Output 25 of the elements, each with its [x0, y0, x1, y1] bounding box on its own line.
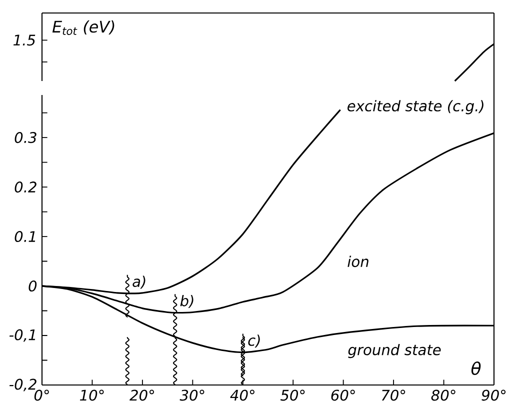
x-tick-label: 40° — [230, 390, 254, 401]
x-tick-label: 20° — [130, 390, 154, 401]
y-tick-label: 0 — [28, 280, 37, 292]
series-label: ground state — [348, 344, 441, 358]
y-tick-label: 0.3 — [14, 132, 36, 144]
y-tick-label: 0.1 — [14, 231, 36, 242]
y-tick-label: -0,1 — [9, 329, 36, 342]
series-label: excited state (c.g.) — [348, 100, 484, 114]
x-tick-label: 10° — [80, 390, 104, 401]
text: 1.5 — [13, 34, 36, 46]
series-label: ion — [348, 256, 368, 268]
y-tick-label: 0.2 — [14, 182, 36, 193]
y-axis-title: E$_{tot}$ (eV) — [52, 20, 114, 35]
annotation: a) — [132, 276, 146, 289]
x-axis-title: θ — [471, 362, 481, 375]
x-tick-label: 0° — [34, 390, 49, 401]
annotation: c) — [248, 334, 260, 348]
y-tick-label: -0,2 — [9, 378, 36, 392]
x-tick-label: 30° — [180, 390, 204, 401]
x-tick-label: 50° — [280, 390, 305, 401]
annotation: b) — [180, 295, 194, 308]
x-tick-label: 80° — [431, 390, 456, 401]
x-tick-label: 60° — [331, 390, 355, 401]
x-tick-label: 70° — [382, 390, 406, 401]
x-tick-label: 90° — [482, 390, 506, 401]
